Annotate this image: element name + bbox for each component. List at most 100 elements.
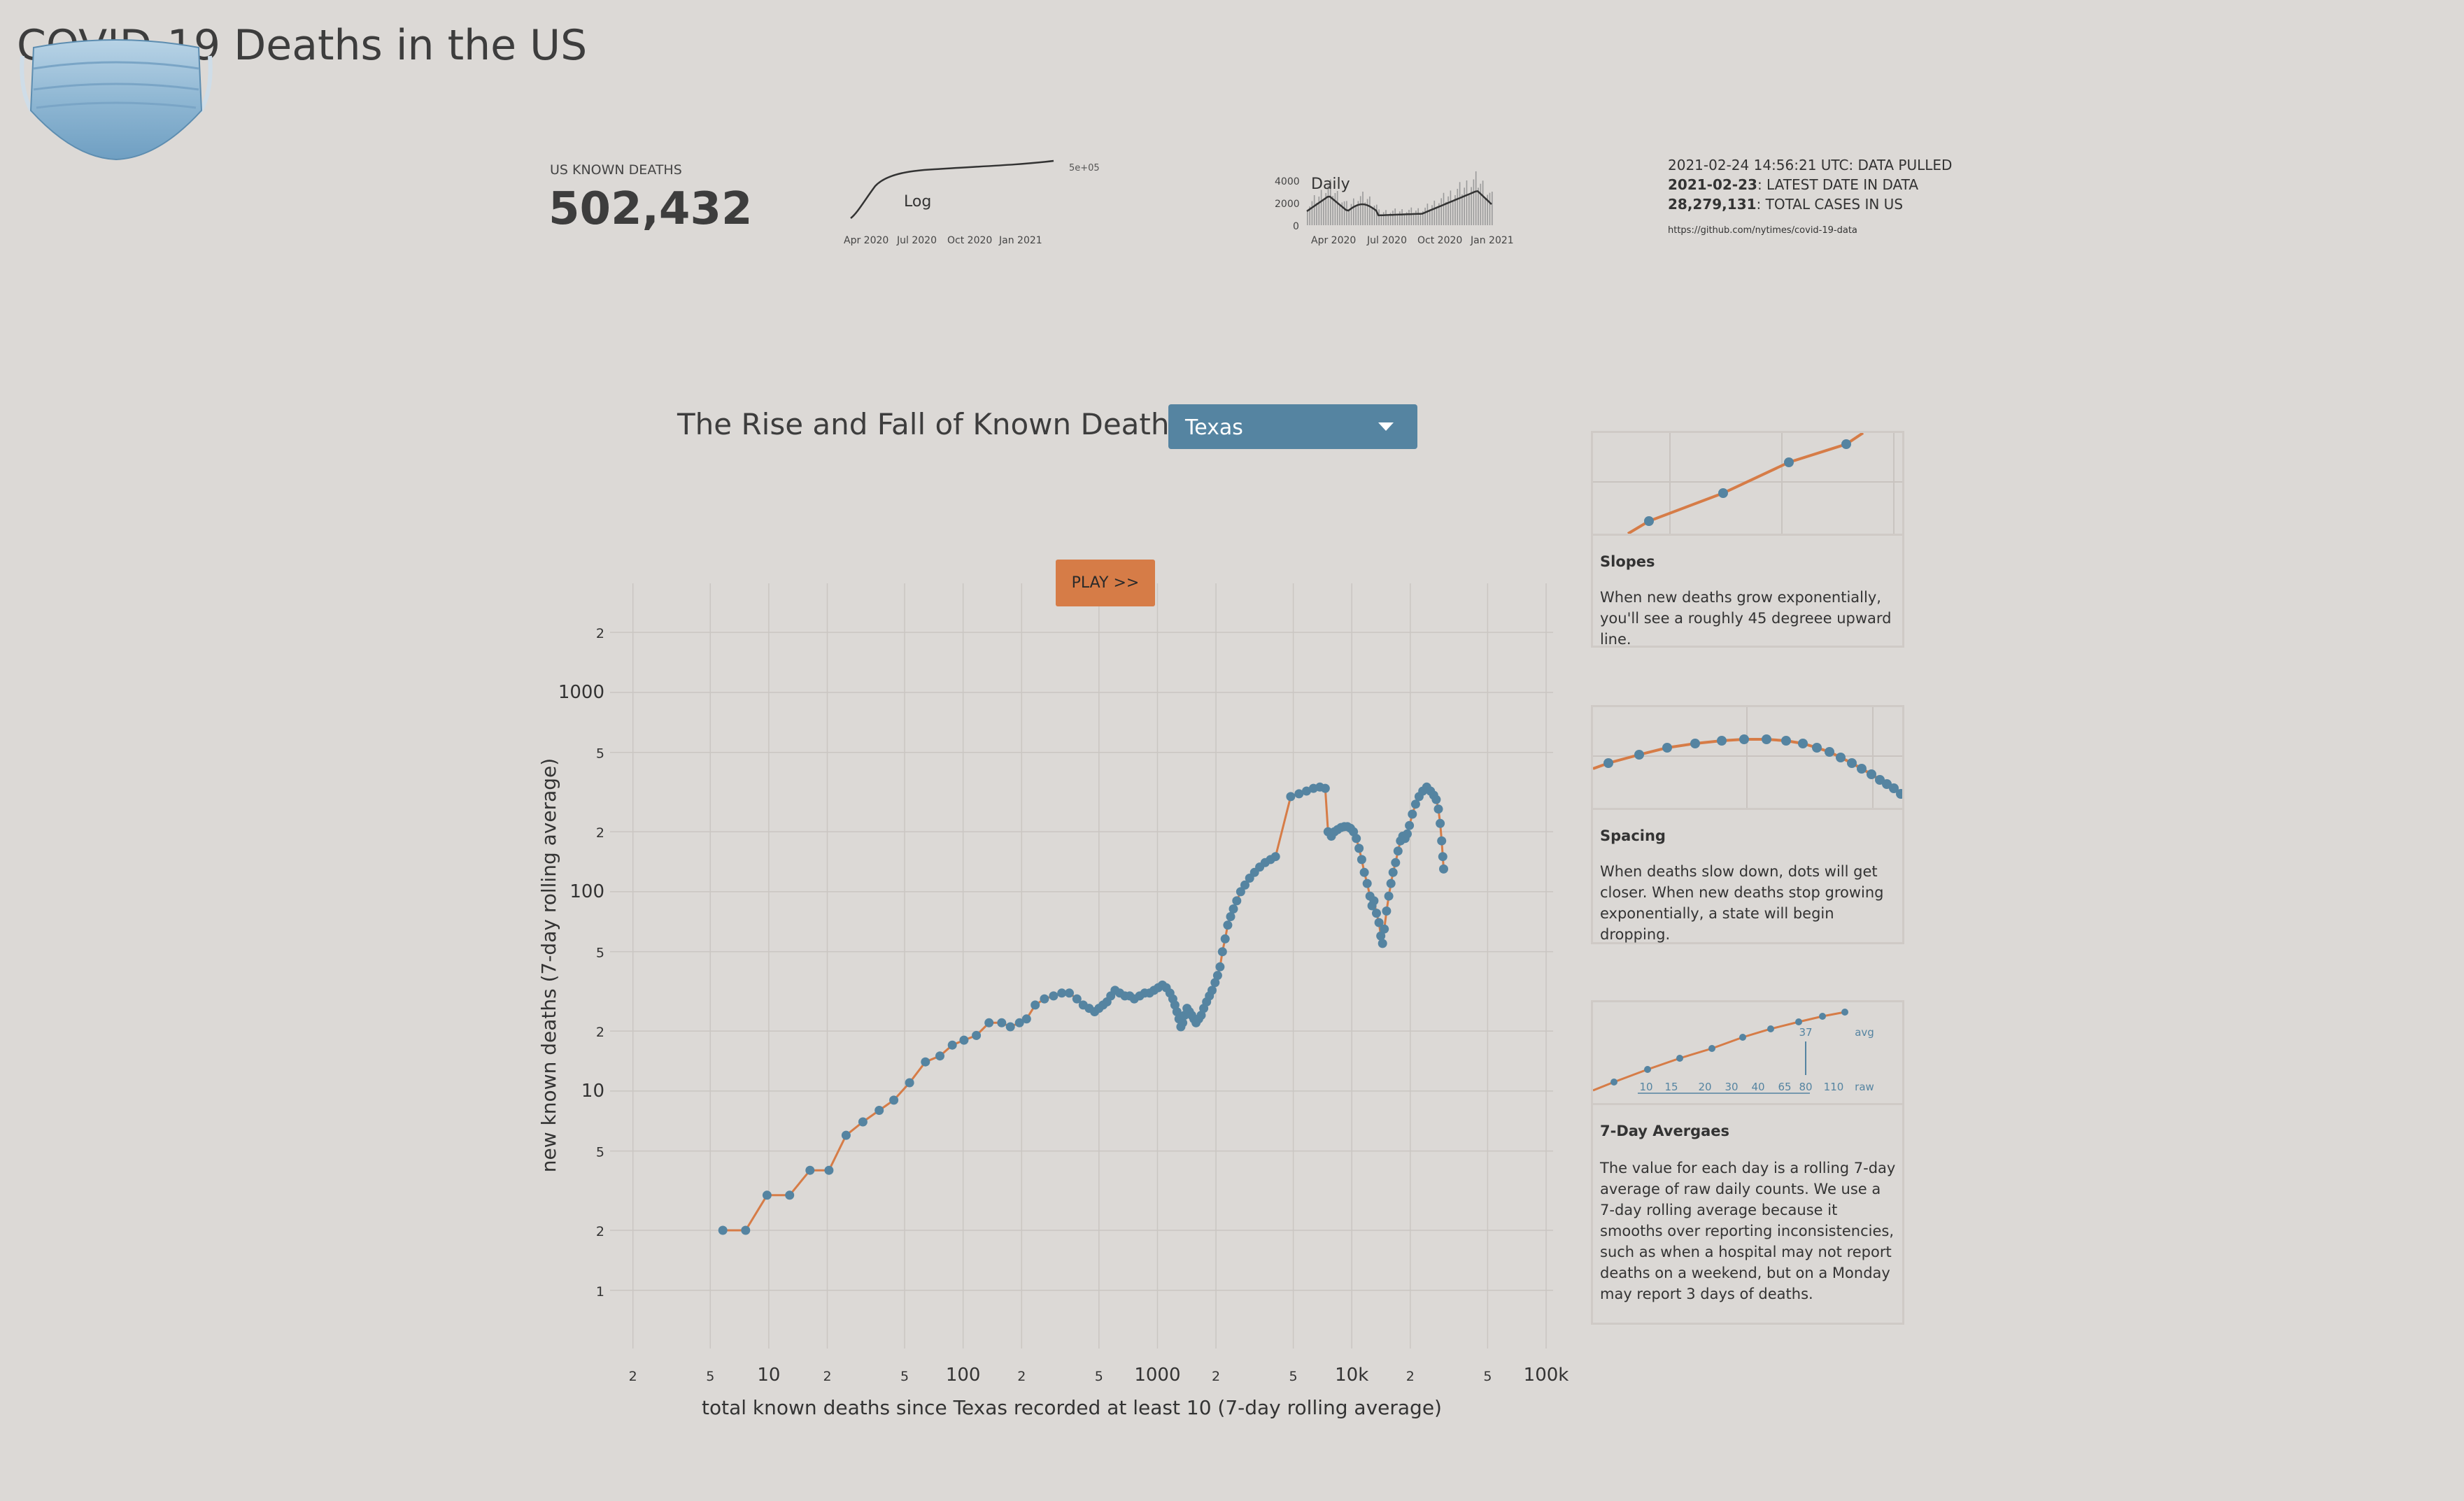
- daily-bar: [1341, 202, 1343, 225]
- axis-ticks: 2 5 10 2 5 100 2 5 1000 2 5 10k 2 5 100k 1 2 5 10 2 5 100 2 5 10…: [558, 626, 1569, 1386]
- state-select[interactable]: Texas: [1168, 404, 1417, 449]
- cumulative-y-label: 5e+05: [1069, 163, 1100, 173]
- data-point: [1410, 799, 1420, 809]
- daily-bar: [1389, 213, 1392, 225]
- daily-bar: [1457, 188, 1459, 225]
- dropdown-caret-icon: [1378, 422, 1394, 431]
- x-tick-label: 2: [823, 1369, 831, 1384]
- avg-label: avg: [1855, 1026, 1874, 1039]
- y-tick-label: 2: [596, 825, 604, 841]
- card-title: 7-Day Avergaes: [1600, 1123, 1730, 1139]
- daily-bar: [1357, 201, 1359, 225]
- data-point: [1391, 858, 1401, 867]
- total-cases-value: 28,279,131: [1668, 196, 1757, 213]
- data-point: [1438, 852, 1447, 862]
- slopes-card: Slopes When new deaths grow exponentiall…: [1591, 431, 1904, 648]
- data-point: [1393, 846, 1403, 856]
- x-tick-label: 100k: [1524, 1365, 1569, 1386]
- data-point: [947, 1040, 957, 1050]
- daily-bar: [1489, 192, 1491, 225]
- data-point: [841, 1130, 851, 1140]
- source-link[interactable]: https://github.com/nytimes/covid-19-data: [1668, 225, 1857, 236]
- data-point: [1382, 906, 1392, 916]
- daily-bar: [1482, 180, 1484, 225]
- data-point: [1302, 786, 1311, 796]
- data-point: [1431, 795, 1441, 804]
- daily-bar: [1373, 205, 1375, 225]
- data-point: [1210, 978, 1220, 988]
- daily-bar: [1364, 202, 1366, 225]
- x-tick-label: 5: [1095, 1369, 1103, 1384]
- data-point: [1215, 962, 1225, 972]
- daily-y-tick: 4000: [1275, 176, 1300, 187]
- data-point: [1220, 934, 1230, 944]
- daily-bar: [1450, 190, 1452, 225]
- daily-trend-line: [1306, 190, 1492, 217]
- raw-tick: 10: [1639, 1081, 1652, 1093]
- data-point: [1362, 878, 1372, 888]
- daily-bar: [1408, 210, 1410, 225]
- daily-bar: [1369, 196, 1371, 225]
- data-point: [1226, 912, 1235, 921]
- y-tick-label: 1000: [558, 682, 604, 703]
- raw-tick: 30: [1725, 1081, 1738, 1093]
- daily-bar: [1433, 200, 1436, 225]
- x-tick-label: Jul 2020: [1366, 235, 1407, 246]
- daily-bar: [1443, 192, 1445, 225]
- data-point: [1235, 887, 1245, 897]
- daily-bar: [1403, 214, 1406, 225]
- cumulative-deaths-sparkline: Log 5e+05 Apr 2020 Jul 2020 Oct 2020 Jan…: [844, 159, 1100, 246]
- daily-y-tick: 0: [1293, 221, 1299, 232]
- data-point: [1040, 994, 1049, 1004]
- data-point: [1178, 1018, 1188, 1027]
- data-point: [984, 1018, 994, 1027]
- data-point: [921, 1057, 930, 1067]
- daily-bar: [1371, 207, 1373, 225]
- y-tick-label: 5: [596, 1145, 604, 1160]
- daily-bar: [1431, 205, 1433, 225]
- x-tick-label: Apr 2020: [1311, 235, 1356, 246]
- rise-and-fall-title: The Rise and Fall of Known Deaths in:: [677, 407, 1231, 441]
- x-tick-label: Oct 2020: [1417, 235, 1462, 246]
- daily-bar: [1313, 195, 1315, 225]
- data-point: [1403, 829, 1412, 839]
- daily-bar: [1445, 201, 1447, 225]
- daily-y-tick: 2000: [1275, 199, 1300, 210]
- raw-tick: 15: [1664, 1081, 1678, 1093]
- data-point: [1349, 827, 1359, 837]
- daily-bar: [1332, 196, 1333, 225]
- daily-deaths-sparkline: Daily 4000 2000 0 Apr 2020 Jul 2020 Oct …: [1275, 171, 1514, 246]
- averages-card: 37 avg raw 10 15 20 30 40 65 80 110 7-Da…: [1591, 1000, 1904, 1325]
- y-tick-label: 5: [596, 746, 604, 762]
- data-point: [1433, 804, 1443, 814]
- daily-bar: [1387, 215, 1389, 225]
- data-point: [875, 1106, 884, 1115]
- data-pulled-label: : DATA PULLED: [1848, 157, 1953, 173]
- data-point: [1172, 1007, 1182, 1016]
- total-deaths-label: US KNOWN DEATHS: [550, 162, 682, 178]
- daily-bar: [1487, 194, 1488, 225]
- play-button[interactable]: PLAY >>: [1056, 560, 1155, 606]
- daily-bar: [1382, 212, 1385, 225]
- state-select-value: Texas: [1185, 415, 1243, 440]
- data-point: [1049, 991, 1058, 1001]
- daily-bar: [1426, 204, 1429, 225]
- daily-bar: [1485, 197, 1486, 225]
- card-text: When new deaths grow exponentially, you'…: [1600, 589, 1892, 648]
- data-point: [972, 1030, 982, 1040]
- daily-bar: [1415, 211, 1417, 225]
- total-cases-label: : TOTAL CASES IN US: [1756, 196, 1904, 213]
- x-tick-label: Jul 2020: [896, 235, 937, 246]
- data-point: [1352, 834, 1361, 844]
- y-tick-label: 2: [596, 1224, 604, 1239]
- daily-bar: [1475, 171, 1477, 225]
- x-axis-label: total known deaths since Texas recorded …: [702, 1396, 1442, 1419]
- daily-bar: [1436, 208, 1438, 225]
- data-point: [935, 1051, 944, 1061]
- data-point: [1014, 1018, 1024, 1027]
- data-point: [1031, 1000, 1040, 1010]
- data-point: [1196, 1011, 1206, 1020]
- data-point: [889, 1095, 899, 1105]
- data-point: [1229, 904, 1238, 913]
- daily-bar: [1362, 192, 1364, 225]
